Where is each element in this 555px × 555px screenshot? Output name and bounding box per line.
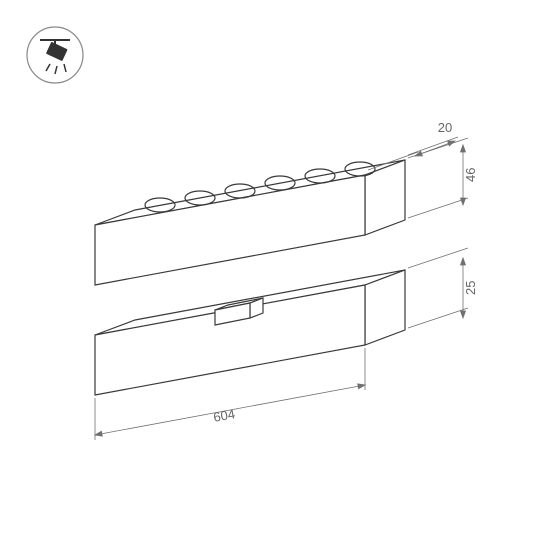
top-block-front bbox=[95, 175, 365, 285]
svg-text:20: 20 bbox=[438, 120, 452, 135]
spotlight-icon bbox=[27, 27, 83, 83]
dim-top-height: 46 bbox=[408, 138, 478, 218]
svg-text:604: 604 bbox=[212, 406, 236, 425]
bottom-block-front bbox=[95, 285, 365, 395]
iso-drawing bbox=[95, 160, 405, 395]
dim-bottom-height: 25 bbox=[408, 248, 478, 328]
svg-text:25: 25 bbox=[463, 281, 478, 295]
dim-depth: 20 bbox=[368, 120, 458, 170]
svg-text:46: 46 bbox=[463, 168, 478, 182]
